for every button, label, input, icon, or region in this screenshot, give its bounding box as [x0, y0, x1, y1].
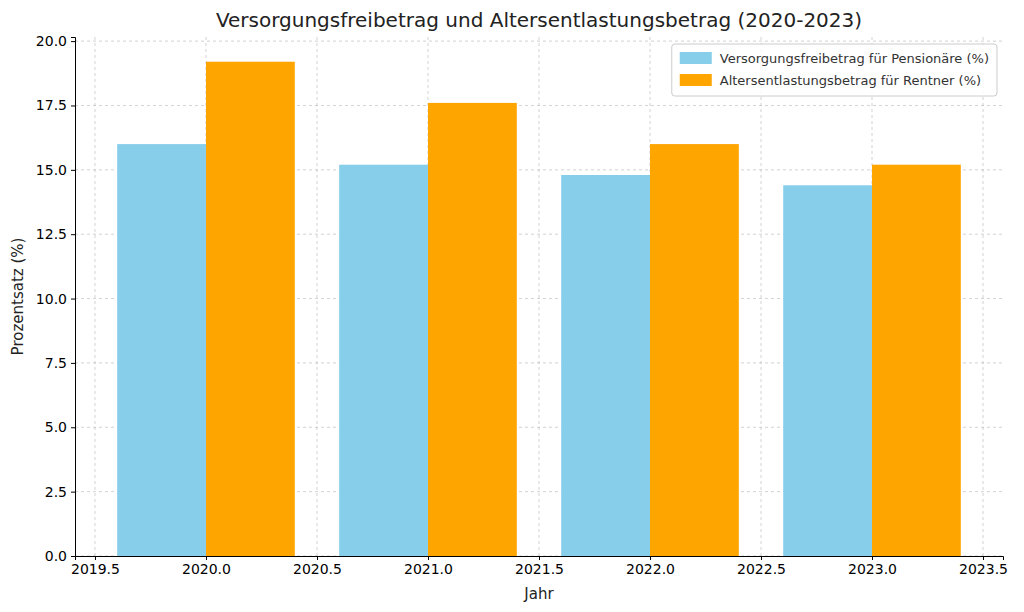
- bar: [206, 62, 295, 556]
- tick-label: 7.5: [45, 355, 67, 371]
- tick-label: 2021.0: [404, 561, 453, 577]
- bar: [561, 175, 650, 556]
- tick-label: 2020.0: [182, 561, 231, 577]
- tick-label: 17.5: [36, 97, 67, 113]
- y-tick: 2.5: [45, 484, 75, 500]
- x-axis-title: Jahr: [523, 585, 554, 603]
- bar: [428, 103, 517, 556]
- legend-label: Altersentlastungsbetrag für Rentner (%): [720, 73, 981, 88]
- tick-mark: [317, 556, 318, 560]
- title: Versorgungsfreibetrag und Altersentlastu…: [216, 8, 862, 32]
- axis-line: [71, 38, 76, 557]
- plot: 2019.5 2020.0 2020.5 2021.0 2021.5 2022.0 2022…: [36, 33, 1008, 577]
- y-tick: 0.0: [45, 548, 75, 564]
- legend-item: Altersentlastungsbetrag für Rentner (%): [680, 73, 981, 88]
- bar: [339, 165, 428, 556]
- tick-label: 15.0: [36, 162, 67, 178]
- tick-mark: [95, 556, 96, 560]
- bar: [872, 165, 961, 556]
- tick-label: 20.0: [36, 33, 67, 49]
- bar: [783, 185, 872, 556]
- y-axis: 0.0 2.5 5.0 7.5 10.0 12.5 15.0 17.5 20.0: [36, 33, 76, 564]
- x-tick: 2021.5: [515, 556, 564, 577]
- bars: [117, 62, 961, 556]
- tick-label: 2023.5: [959, 561, 1008, 577]
- legend-swatch: [680, 52, 712, 64]
- legend-item: Versorgungsfreibetrag für Pensionäre (%): [680, 51, 989, 66]
- tick-label: 2022.0: [626, 561, 675, 577]
- tick-label: 2022.5: [737, 561, 786, 577]
- grid-line-y: [75, 41, 1003, 42]
- bar: [117, 144, 206, 556]
- tick-mark: [71, 556, 75, 557]
- legend-label: Versorgungsfreibetrag für Pensionäre (%): [720, 51, 989, 66]
- tick-mark: [539, 556, 540, 560]
- legend: Versorgungsfreibetrag für Pensionäre (%)…: [672, 44, 997, 96]
- x-tick: 2023.5: [959, 556, 1008, 577]
- grid-line-x: [94, 37, 95, 556]
- tick-mark: [71, 299, 75, 300]
- chart: 2019.5 2020.0 2020.5 2021.0 2021.5 2022.0 2022…: [0, 0, 1024, 612]
- y-tick: 10.0: [36, 291, 75, 307]
- tick-mark: [650, 556, 651, 560]
- x-axis: 2019.5 2020.0 2020.5 2021.0 2021.5 2022.0 2022…: [71, 556, 1008, 577]
- tick-mark: [983, 556, 984, 560]
- bar-series: [206, 62, 961, 556]
- tick-mark: [71, 363, 75, 364]
- legend-box: [672, 44, 997, 96]
- tick-label: 2019.5: [71, 561, 120, 577]
- x-tick: 2022.5: [737, 556, 786, 577]
- x-tick: 2020.5: [293, 556, 342, 577]
- tick-label: 2020.5: [293, 561, 342, 577]
- grid-line-x: [316, 37, 317, 556]
- grid-line-x: [761, 37, 762, 556]
- axis-line: [76, 557, 1004, 561]
- tick-label: 2.5: [45, 484, 67, 500]
- tick-mark: [428, 556, 429, 560]
- tick-label: 10.0: [36, 291, 67, 307]
- x-tick: 2020.0: [182, 556, 231, 577]
- tick-label: 2023.0: [848, 561, 897, 577]
- tick-mark: [71, 105, 75, 106]
- x-tick: 2022.0: [626, 556, 675, 577]
- y-axis-title: Prozentsatz (%): [9, 238, 27, 356]
- y-tick: 20.0: [36, 33, 75, 49]
- x-tick: 2021.0: [404, 556, 453, 577]
- x-tick: 2023.0: [848, 556, 897, 577]
- tick-mark: [872, 556, 873, 560]
- legend-swatch: [680, 74, 712, 86]
- tick-mark: [71, 170, 75, 171]
- tick-mark: [71, 492, 75, 493]
- tick-mark: [71, 41, 75, 42]
- tick-mark: [71, 234, 75, 235]
- grid-line-x: [539, 37, 540, 556]
- tick-mark: [761, 556, 762, 560]
- y-tick: 12.5: [36, 226, 75, 242]
- tick-mark: [206, 556, 207, 560]
- y-tick: 17.5: [36, 97, 75, 113]
- tick-label: 0.0: [45, 548, 67, 564]
- x-tick: 2019.5: [71, 556, 120, 577]
- tick-mark: [71, 427, 75, 428]
- y-tick: 15.0: [36, 162, 75, 178]
- y-tick: 5.0: [45, 419, 75, 435]
- tick-label: 12.5: [36, 226, 67, 242]
- bar: [650, 144, 739, 556]
- grid-line-x: [983, 37, 984, 556]
- tick-label: 5.0: [45, 419, 67, 435]
- grid: [75, 37, 1003, 556]
- y-tick: 7.5: [45, 355, 75, 371]
- tick-label: 2021.5: [515, 561, 564, 577]
